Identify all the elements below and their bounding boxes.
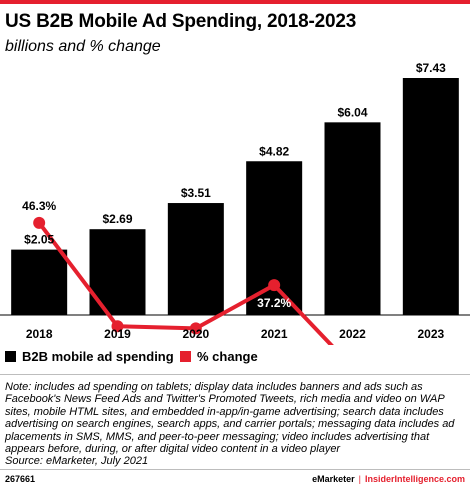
bar-value-label-2022: $6.04 <box>337 105 367 119</box>
line-layer <box>33 216 334 345</box>
x-tick-label-2018: 2018 <box>26 327 53 341</box>
legend-label-spending: B2B mobile ad spending <box>22 349 174 364</box>
pct-label-2018: 46.3% <box>22 199 56 213</box>
x-tick-label-2019: 2019 <box>104 327 131 341</box>
bar-2023 <box>402 78 459 315</box>
brand-insider: InsiderIntelligence.com <box>364 474 465 484</box>
x-tick-label-2023: 2023 <box>417 327 444 341</box>
pct-label-2021: 37.2% <box>257 296 291 310</box>
pct-label-2020: 30.9% <box>179 339 213 345</box>
pct-point-2019 <box>111 320 124 333</box>
pct-change-line <box>37 221 334 345</box>
bars-layer <box>0 78 470 316</box>
bar-value-label-2018: $2.05 <box>24 233 54 247</box>
footer-divider <box>0 469 470 470</box>
chart-subtitle: billions and % change <box>5 38 161 55</box>
chart-title: US B2B Mobile Ad Spending, 2018-2023 <box>5 11 357 32</box>
legend-label-change: % change <box>197 349 258 364</box>
bar-line-chart: $2.05 2018 $2.69 2019 $3.51 2020 $4.82 2021 $6.0… <box>0 61 470 345</box>
bar-value-label-2023: $7.43 <box>416 61 446 75</box>
top-accent-rule <box>0 0 470 4</box>
pct-point-2020 <box>189 322 202 335</box>
bar-2022 <box>324 122 381 315</box>
bar-2021 <box>246 161 303 315</box>
bar-2018 <box>11 249 68 315</box>
labels-layer: $2.05 2018 $2.69 2019 $3.51 2020 $4.82 2021 $6.0… <box>22 61 446 345</box>
brand: eMarketer | InsiderIntelligence.com <box>312 474 465 484</box>
legend-swatch-line <box>180 351 191 362</box>
source-text: Source: eMarketer, July 2021 <box>5 455 149 468</box>
note-text: Note: includes ad spending on tablets; d… <box>5 381 455 456</box>
divider <box>0 374 470 375</box>
pct-point-2021 <box>268 279 281 292</box>
pct-label-2019: 31.2% <box>100 337 134 345</box>
x-tick-label-2020: 2020 <box>182 327 209 341</box>
bar-value-label-2020: $3.51 <box>181 186 211 200</box>
legend-item-spending: B2B mobile ad spending <box>5 349 174 364</box>
brand-separator: | <box>358 474 361 484</box>
legend-swatch-bar <box>5 351 16 362</box>
x-tick-label-2022: 2022 <box>339 327 366 341</box>
pct-point-2018 <box>33 216 46 229</box>
legend-item-change: % change <box>180 349 258 364</box>
chart-id: 267661 <box>5 474 36 484</box>
brand-emarketer: eMarketer <box>312 474 355 484</box>
x-tick-label-2021: 2021 <box>261 327 288 341</box>
bar-value-label-2021: $4.82 <box>259 144 289 158</box>
footnote: Note: includes ad spending on tablets; d… <box>5 381 465 468</box>
bar-2020 <box>167 203 224 315</box>
bar-value-label-2019: $2.69 <box>102 212 132 226</box>
